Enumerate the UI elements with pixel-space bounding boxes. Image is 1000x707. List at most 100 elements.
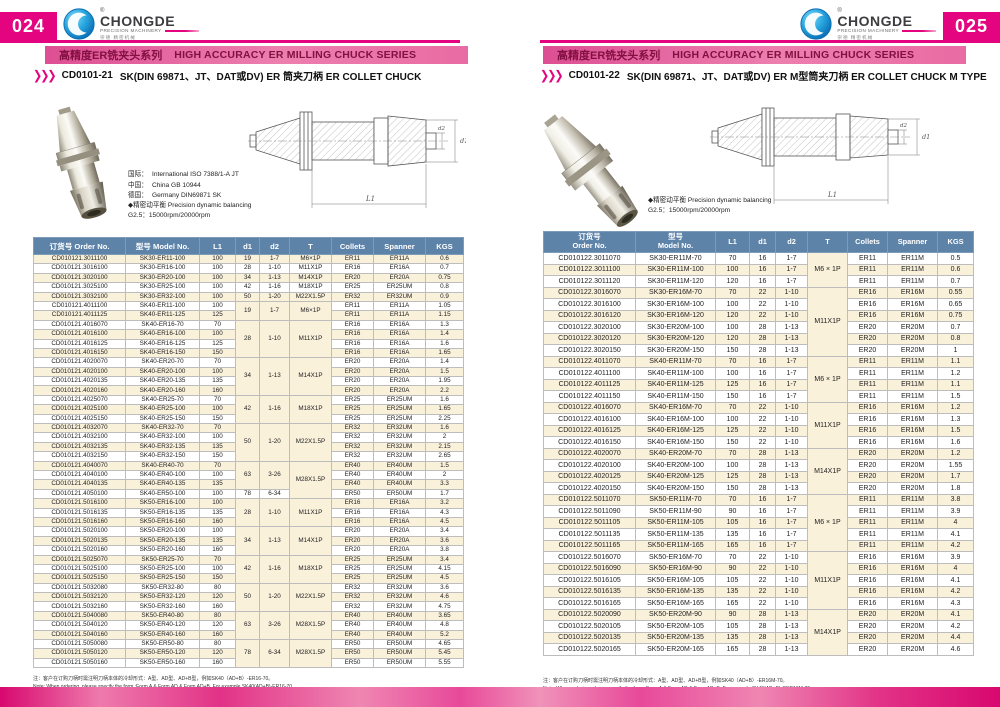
table-cell: 1-16 <box>259 282 290 293</box>
table-cell: ER25 <box>331 394 374 406</box>
table-cell: 0.5 <box>937 252 974 265</box>
table-cell: ER11M <box>887 539 938 552</box>
table-cell: 135 <box>199 507 236 518</box>
table-cell: 1-10 <box>775 574 808 587</box>
table-cell: ER11M <box>887 378 938 391</box>
table-cell: 1.2 <box>937 447 974 460</box>
table-cell: ER20 <box>331 376 374 387</box>
table-cell: 3.9 <box>937 505 974 518</box>
table-header-row: 订货号 Order No. 型号 Model No. L1 d1 d2 T Collets S… <box>33 237 464 255</box>
table-cell: ER40 <box>331 610 374 622</box>
table-cell: 0.75 <box>937 309 974 322</box>
table-cell: CD010122.3020100 <box>543 321 636 334</box>
page-number: 024 <box>11 16 46 36</box>
table-cell: ER32 <box>331 291 374 302</box>
table-cell: M6×1P <box>289 253 332 265</box>
table-cell: 28 <box>235 263 260 274</box>
table-cell: ER16A <box>373 338 426 349</box>
table-cell: 125 <box>715 378 750 391</box>
table-cell: SK50-ER11M-135 <box>635 528 716 541</box>
table-cell: 70 <box>715 493 750 506</box>
table-cell: ER20 <box>847 332 888 345</box>
technical-drawing: L1 d1 d2 <box>710 107 930 204</box>
table-cell: SK30-ER20M-100 <box>635 321 716 334</box>
table-row: CD010122.3016120 SK30-ER16M-120 120 22 1-10 E… <box>543 309 974 322</box>
table-cell: ER50 <box>331 648 374 659</box>
balancing-line2: G2.5：15000rpm/20000rpm <box>128 212 211 220</box>
table-cell: 105 <box>715 620 750 633</box>
table-cell: ER11 <box>847 390 888 403</box>
table-cell: ER25UM <box>373 413 426 425</box>
table-cell: ER16 <box>331 263 374 274</box>
table-cell: 1-10 <box>775 309 808 322</box>
footer-gradient-bar <box>0 687 1000 707</box>
table-cell: SK40-ER20M-70 <box>635 447 716 460</box>
table-cell: 4.75 <box>425 601 464 612</box>
table-cell: SK50-ER16-135 <box>125 507 200 518</box>
table-cell: 1.95 <box>425 376 464 387</box>
table-cell: 1-7 <box>775 390 808 403</box>
table-cell: SK50-ER50-120 <box>125 648 200 659</box>
product-heading: ❯❯❯ CD0101-21 SK(DIN 69871、JT、DAT或DV) ER… <box>33 68 421 83</box>
table-cell: 1-20 <box>259 291 290 302</box>
table-row: CD010122.5011135 SK50-ER11M-135 135 16 1-7 ER… <box>543 528 974 541</box>
table-cell: 63 <box>235 610 260 641</box>
product-code: CD0101-22 <box>568 70 620 81</box>
page-number: 025 <box>954 16 989 36</box>
balancing-line1: ◆精密动平衡 Precision dynamic balancing <box>648 197 772 204</box>
table-cell: 0.7 <box>937 275 974 288</box>
table-cell: ER16M <box>887 597 938 610</box>
table-cell: 70 <box>199 319 236 331</box>
table-cell: M11X1P <box>807 551 848 610</box>
dim-label-l1: L1 <box>365 195 375 203</box>
table-cell: SK50-ER16M-165 <box>635 597 716 610</box>
table-cell: 78 <box>235 488 260 500</box>
table-cell: ER11 <box>847 367 888 380</box>
table-cell: 1-7 <box>775 505 808 518</box>
table-cell: M22X1.5P <box>289 582 332 612</box>
table-cell: 3.6 <box>425 582 464 594</box>
table-cell: ER25 <box>331 554 374 565</box>
table-cell: ER25 <box>331 563 374 575</box>
table-cell: M14X1P <box>807 447 848 495</box>
technical-drawing: L1 d1 d2 <box>248 111 466 208</box>
table-cell: 1-7 <box>775 355 808 368</box>
table-cell: SK50-ER11M-70 <box>635 493 716 506</box>
table-cell: ER11M <box>887 493 938 506</box>
table-cell: CD010122.4016100 <box>543 413 636 426</box>
table-cell: SK30-ER20-100 <box>125 272 200 284</box>
table-cell: 1-10 <box>775 551 808 564</box>
table-cell: 1.6 <box>425 423 464 434</box>
brand-name: CHONGDE <box>837 12 913 29</box>
table-cell: SK30-ER16-100 <box>125 263 200 274</box>
table-cell: SK50-ER25-100 <box>125 563 200 575</box>
table-row: CD010122.3020100 SK30-ER20M-100 100 28 1-13 E… <box>543 321 974 334</box>
table-cell: ER16 <box>847 309 888 322</box>
table-cell: 1-20 <box>259 423 290 462</box>
table-cell: ER32 <box>331 432 374 443</box>
table-cell: ER16 <box>847 574 888 587</box>
table-cell: 125 <box>199 338 236 349</box>
table-row: CD010121.5032080 SK50-ER32-80 80 50 1-20 M22X… <box>33 582 464 612</box>
table-row: CD010122.4011070 SK40-ER11M-70 70 16 1-7 M6 ×… <box>543 355 974 403</box>
table-cell: ER11 <box>331 253 374 265</box>
table-cell: M22X1.5P <box>289 423 332 462</box>
table-cell: CD010122.3020120 <box>543 332 636 345</box>
table-cell: 135 <box>199 535 236 547</box>
table-row: CD010121.4032070 SK40-ER32-70 70 50 1-20 M22X… <box>33 423 464 462</box>
table-cell: SK50-ER40-120 <box>125 620 200 631</box>
table-row: CD010122.4016150 SK40-ER16M-150 150 22 1-10 E… <box>543 436 974 449</box>
column-header: Spanner <box>887 231 938 253</box>
table-cell: 22 <box>749 574 776 587</box>
table-cell: 22 <box>749 424 776 437</box>
table-cell: ER40 <box>331 620 374 631</box>
table-cell: 28 <box>749 482 776 495</box>
table-cell: SK40-ER11M-150 <box>635 390 716 403</box>
registered-mark: ® <box>837 7 842 14</box>
brand-name: CHONGDE <box>100 12 176 29</box>
table-cell: ER32 <box>331 451 374 462</box>
table-cell: SK30-ER11M-120 <box>635 275 716 288</box>
table-cell: 1-7 <box>775 275 808 288</box>
table-cell: M11X1P <box>289 263 332 274</box>
table-cell: 1.3 <box>937 413 974 426</box>
